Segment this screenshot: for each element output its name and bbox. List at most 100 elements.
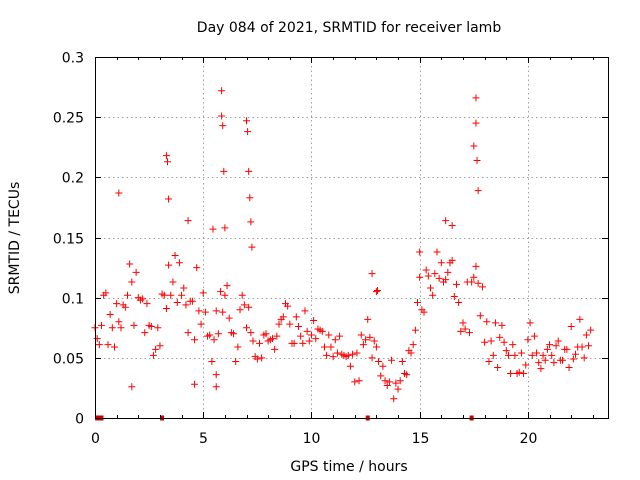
data-point <box>327 343 335 351</box>
grid-lines <box>95 57 608 418</box>
data-point <box>152 345 160 353</box>
data-point <box>578 343 586 351</box>
data-point <box>171 252 179 260</box>
data-point <box>247 329 255 337</box>
data-point <box>178 291 186 299</box>
data-point <box>496 333 504 341</box>
data-point <box>569 355 577 363</box>
data-point <box>368 354 376 362</box>
data-point <box>141 329 149 337</box>
data-point <box>162 304 170 312</box>
data-point <box>307 331 315 339</box>
data-point <box>248 243 256 251</box>
data-point <box>559 356 567 364</box>
data-point <box>368 270 376 278</box>
data-point <box>221 291 229 299</box>
data-point <box>379 362 387 370</box>
data-point <box>576 315 584 323</box>
data-point <box>243 117 251 125</box>
data-point <box>143 300 151 308</box>
data-point <box>452 280 460 288</box>
data-point <box>394 385 402 393</box>
data-point <box>312 335 320 343</box>
data-point <box>390 395 398 403</box>
data-point <box>232 357 240 365</box>
data-point <box>169 278 177 286</box>
data-point <box>373 286 381 294</box>
x-tick-label: 10 <box>303 431 321 447</box>
data-point <box>290 339 298 347</box>
data-point <box>130 321 138 329</box>
data-point <box>375 357 383 365</box>
data-point <box>258 354 266 362</box>
data-point <box>286 320 294 328</box>
data-point <box>478 283 486 291</box>
data-point <box>504 351 512 359</box>
data-point <box>409 341 417 349</box>
data-point <box>388 356 396 364</box>
data-point <box>123 291 131 299</box>
data-point <box>455 298 463 306</box>
data-point <box>303 327 311 335</box>
data-point <box>515 368 523 376</box>
data-point <box>160 291 168 299</box>
data-point <box>217 288 225 296</box>
axis-ticks <box>95 57 608 419</box>
data-point <box>344 351 352 359</box>
data-point <box>115 189 123 197</box>
data-point <box>106 311 114 319</box>
data-point <box>520 369 528 377</box>
data-point <box>238 291 246 299</box>
data-point <box>212 307 220 315</box>
data-point <box>509 341 517 349</box>
data-point <box>95 341 103 349</box>
data-point <box>530 332 538 340</box>
data-point <box>407 349 415 357</box>
data-point <box>208 357 216 365</box>
data-point <box>206 331 214 339</box>
data-point <box>461 325 469 333</box>
data-point <box>500 338 508 346</box>
data-point <box>184 217 192 225</box>
data-point <box>494 363 502 371</box>
data-point <box>284 302 292 310</box>
data-point <box>472 94 480 102</box>
x-tick-label: 0 <box>91 431 100 447</box>
y-tick-label: 0.25 <box>53 111 84 127</box>
data-point <box>362 336 370 344</box>
data-point <box>468 278 476 286</box>
data-point <box>243 324 251 332</box>
data-point <box>331 336 339 344</box>
data-point <box>149 351 157 359</box>
data-point <box>121 303 129 311</box>
data-point <box>355 377 363 385</box>
data-point <box>195 307 203 315</box>
data-point <box>336 332 344 340</box>
data-point <box>253 355 261 363</box>
data-point <box>420 308 428 316</box>
data-point <box>585 342 593 350</box>
data-point <box>279 313 287 321</box>
y-tick-label: 0.2 <box>62 171 84 187</box>
data-point <box>582 331 590 339</box>
data-point <box>245 167 253 175</box>
data-point <box>117 324 125 332</box>
data-point <box>323 351 331 359</box>
data-point <box>489 351 497 359</box>
data-point <box>427 284 435 292</box>
data-point <box>541 356 549 364</box>
data-point <box>580 354 588 362</box>
axis-tick-labels: 0 0.05 0.1 0.15 0.2 0.25 0.3 0 5 10 15 20 <box>53 51 538 448</box>
data-point <box>517 349 525 357</box>
data-point <box>372 288 380 296</box>
data-point <box>398 357 406 365</box>
data-point <box>392 379 400 387</box>
data-point <box>244 128 252 136</box>
data-point <box>201 308 209 316</box>
data-point <box>199 289 207 297</box>
data-point <box>147 323 155 331</box>
data-point <box>154 324 162 332</box>
data-point <box>128 383 136 391</box>
data-point <box>310 317 318 325</box>
data-point <box>156 342 164 350</box>
